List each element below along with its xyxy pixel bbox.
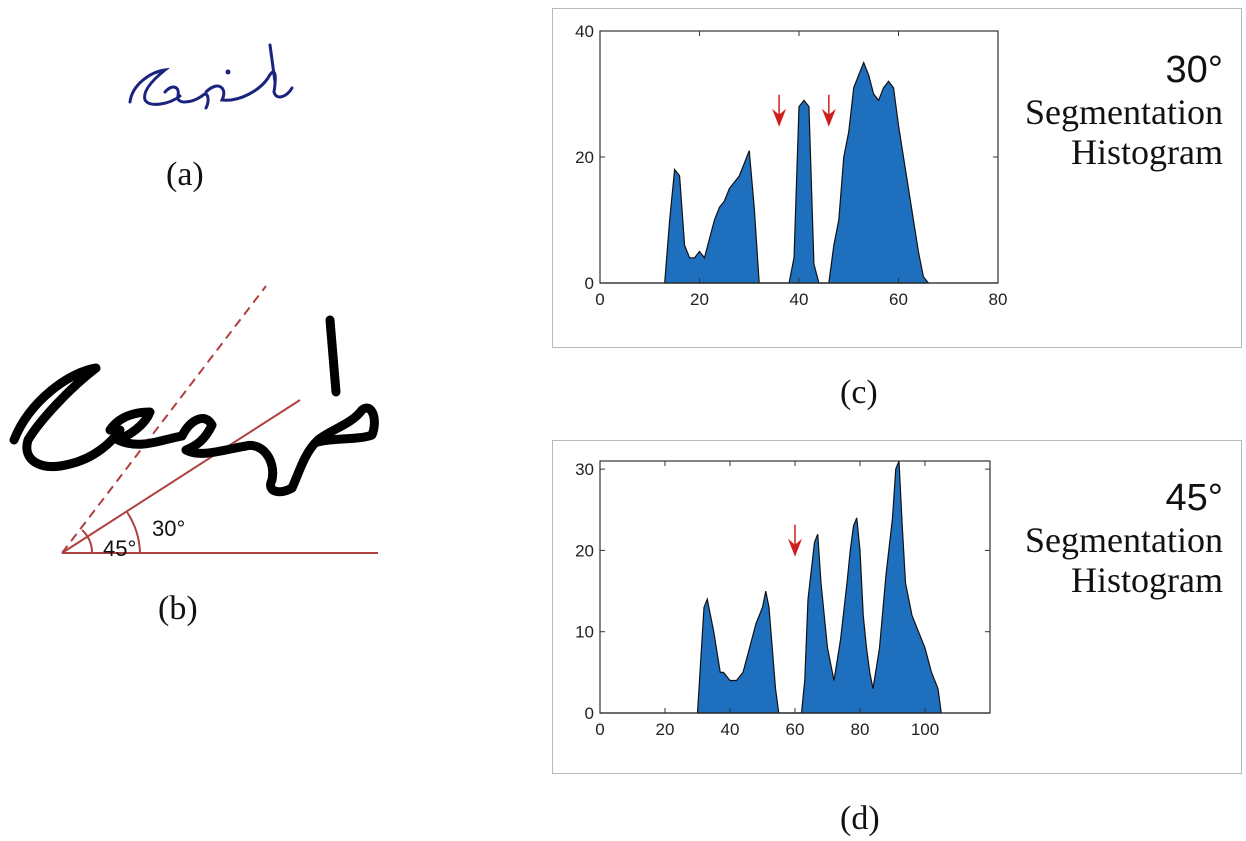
y-tick-label-d: 20 — [575, 541, 594, 560]
x-tick-label-d: 60 — [786, 720, 805, 739]
y-tick-label-d: 0 — [585, 704, 594, 723]
angle-label-30: 30° — [152, 516, 186, 541]
x-tick-label-d: 40 — [721, 720, 740, 739]
panel-d: 0 20 40 60 80 100 0 10 20 30 45° Segmentation His… — [552, 440, 1242, 774]
x-tick-label-c: 60 — [889, 290, 908, 309]
x-tick-label-d: 20 — [656, 720, 675, 739]
y-tick-label-c: 40 — [575, 22, 594, 41]
arc-30 — [126, 511, 141, 554]
label-d-line2: Histogram — [1071, 559, 1223, 600]
x-tick-label-d: 100 — [911, 720, 939, 739]
caption-a: (a) — [166, 156, 204, 193]
y-tick-label-d: 30 — [575, 460, 594, 479]
label-c-angle: 30° — [1165, 49, 1223, 91]
y-tick-label-c: 0 — [585, 274, 594, 293]
label-d-angle: 45° — [1165, 477, 1223, 519]
binarized-word-b — [9, 285, 379, 554]
histogram-area-d — [696, 460, 942, 714]
histogram-area-c — [664, 60, 930, 284]
guide-45-dashed-line — [61, 285, 267, 554]
histogram-30-chart: 0 20 40 60 80 0 20 40 — [575, 22, 1008, 309]
x-tick-label-d: 0 — [595, 720, 604, 739]
caption-d: (d) — [840, 800, 880, 837]
segmentation-arrow-d — [788, 524, 802, 557]
arc-45 — [81, 529, 94, 554]
angle-label-45: 45° — [103, 536, 137, 561]
label-c-block: 30° Segmentation Histogram — [1003, 49, 1223, 172]
panel-a — [110, 30, 310, 140]
segmentation-arrow-c — [821, 94, 836, 127]
x-tick-label-d: 80 — [851, 720, 870, 739]
histogram-45-chart: 0 20 40 60 80 100 0 10 20 30 — [575, 460, 991, 739]
caption-b: (b) — [158, 590, 198, 627]
x-tick-label-c: 40 — [790, 290, 809, 309]
guide-30-line — [61, 399, 301, 554]
x-tick-label-c: 0 — [595, 290, 604, 309]
label-d-block: 45° Segmentation Histogram — [1003, 477, 1223, 600]
segmentation-arrow-c — [772, 94, 787, 127]
handwriting-a-image — [128, 43, 294, 110]
label-c-line1: Segmentation — [1025, 91, 1223, 132]
x-tick-label-c: 20 — [690, 290, 709, 309]
panel-c: 0 20 40 60 80 0 20 40 30° Segmentation Histogra… — [552, 8, 1242, 348]
label-c-line2: Histogram — [1071, 131, 1223, 172]
caption-c: (c) — [840, 374, 878, 411]
y-tick-label-d: 10 — [575, 623, 594, 642]
y-tick-label-c: 20 — [575, 148, 594, 167]
panel-b: 30° 45° — [0, 280, 400, 580]
x-tick-label-c: 80 — [989, 290, 1008, 309]
label-d-line1: Segmentation — [1025, 519, 1223, 560]
